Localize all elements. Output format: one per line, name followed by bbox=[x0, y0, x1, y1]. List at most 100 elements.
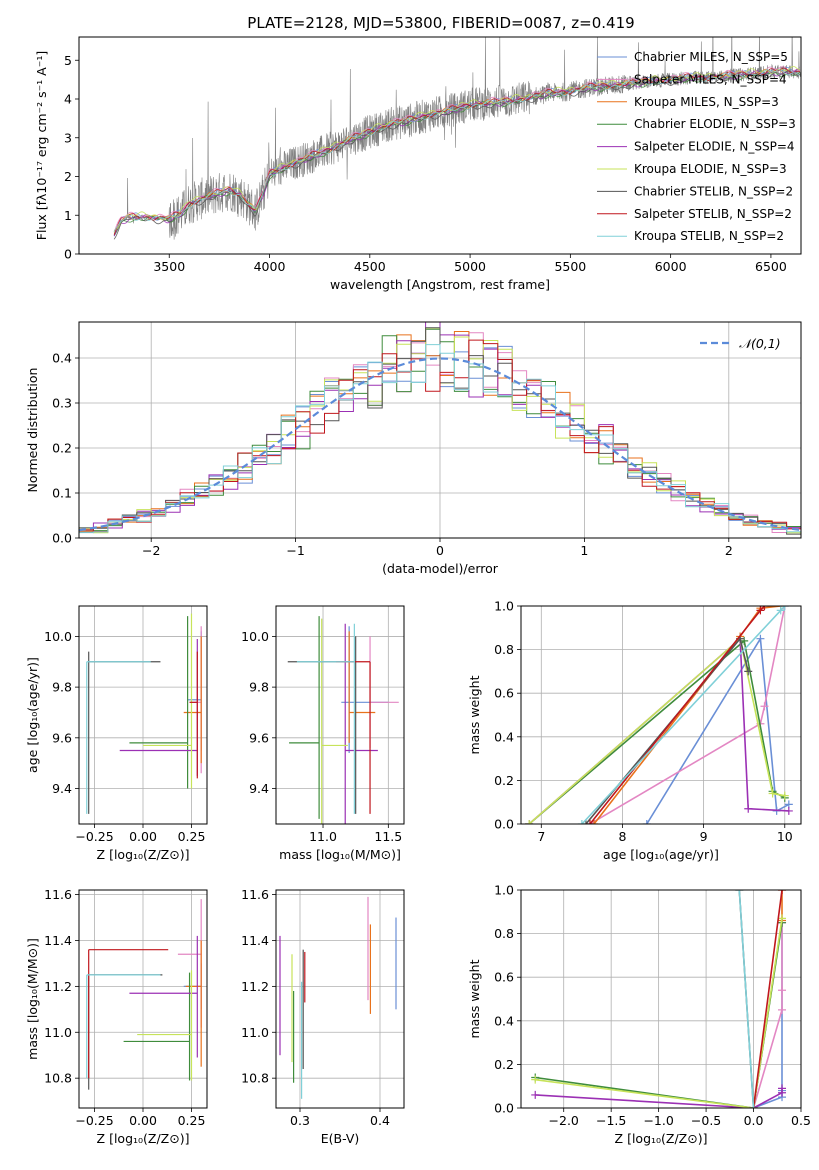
x-axis-label: mass [log₁₀(M/M⊙)] bbox=[279, 847, 401, 862]
weight-line-kroupa-stelib bbox=[738, 890, 755, 1108]
axes-frame bbox=[520, 889, 802, 1109]
legend-label: Salpeter ELODIE, N_SSP=4 bbox=[634, 140, 795, 154]
weight-line-kroupa-elodie bbox=[535, 918, 783, 1108]
weight-marker-chabrier-stelib bbox=[744, 667, 753, 676]
y-tick-label: 10.0 bbox=[44, 629, 72, 644]
x-tick-label: 0.00 bbox=[129, 829, 157, 844]
weight-line-kroupa-elodie bbox=[528, 637, 785, 824]
y-tick-label: 1.0 bbox=[494, 883, 514, 898]
y-tick-label: 4 bbox=[64, 92, 72, 107]
y-tick-label: 11.0 bbox=[241, 1025, 269, 1040]
y-tick-label: 0.1 bbox=[52, 486, 72, 501]
weight-marker-salpeter-miles bbox=[778, 1005, 787, 1014]
x-axis-label: age [log₁₀(age/yr)] bbox=[603, 847, 719, 862]
panel-mass_weight_vs_age: 7 8 9 10 0.0 0.2 0.4 0.6 0.8 1.0 age [log₁₀(age/yr… bbox=[467, 599, 802, 862]
y-tick-label: 2 bbox=[64, 169, 72, 184]
y-tick-label: 0.0 bbox=[494, 1101, 514, 1116]
model-line-salpeter-elodie bbox=[113, 68, 801, 237]
weight-marker-salpeter-miles bbox=[760, 702, 769, 711]
x-tick-label: 0.25 bbox=[178, 1113, 206, 1128]
weight-marker-chabrier-elodie bbox=[740, 636, 749, 645]
y-tick-label: 9.8 bbox=[52, 680, 72, 695]
x-tick-label: 6500 bbox=[755, 259, 787, 274]
legend-label: Salpeter MILES, N_SSP=4 bbox=[634, 72, 787, 86]
axes-frame bbox=[520, 605, 802, 825]
weight-line-chabrier-miles bbox=[646, 636, 790, 824]
x-tick-label: −2 bbox=[142, 543, 160, 558]
panel-residuals: −2 −1 0 1 2 0.0 0.1 0.2 0.3 0.4 (data-model)/error… bbox=[25, 321, 802, 576]
panel-spectrum: 3500 4000 4500 5000 5500 6000 6500 0 1 2 3 4 5 wavele… bbox=[34, 36, 802, 292]
y-tick-label: 11.6 bbox=[241, 887, 269, 902]
y-tick-label: 0.4 bbox=[494, 729, 514, 744]
x-axis-label: Z [log₁₀(Z/Z⊙)] bbox=[615, 1131, 708, 1146]
y-tick-label: 5 bbox=[64, 53, 72, 68]
y-axis-label: Normed distribution bbox=[25, 368, 40, 493]
x-tick-label: 7 bbox=[537, 829, 545, 844]
x-tick-label: 0.0 bbox=[744, 1113, 764, 1128]
plot-area bbox=[521, 890, 801, 1108]
y-tick-label: 9.4 bbox=[52, 781, 72, 796]
weight-marker-salpeter-stelib bbox=[760, 606, 769, 610]
y-tick-label: 11.4 bbox=[241, 933, 269, 948]
axes-frame bbox=[275, 605, 405, 825]
figure-title: PLATE=2128, MJD=53800, FIBERID=0087, z=0… bbox=[247, 14, 634, 32]
legend-label: Chabrier ELODIE, N_SSP=3 bbox=[634, 117, 796, 131]
y-tick-label: 11.2 bbox=[241, 979, 269, 994]
histogram-kroupa-stelib bbox=[79, 344, 801, 534]
x-tick-label: 0.4 bbox=[370, 1113, 390, 1128]
normal-distribution-curve bbox=[79, 357, 801, 532]
plot-area bbox=[521, 606, 801, 824]
histogram-chabrier-stelib bbox=[79, 327, 801, 535]
weight-marker-chabrier-stelib bbox=[581, 820, 590, 824]
weight-marker-kroupa-elodie bbox=[531, 1075, 540, 1084]
weight-marker-salpeter-elodie bbox=[784, 806, 793, 815]
weight-line-salpeter-miles bbox=[589, 606, 786, 824]
y-tick-label: 0.2 bbox=[52, 441, 72, 456]
weight-marker-kroupa-elodie bbox=[525, 820, 534, 824]
x-tick-label: 0.5 bbox=[791, 1113, 811, 1128]
legend-label: Chabrier MILES, N_SSP=5 bbox=[634, 50, 788, 64]
weight-marker-kroupa-stelib bbox=[577, 820, 586, 824]
plot-area bbox=[79, 606, 207, 824]
weight-marker-salpeter-stelib bbox=[778, 890, 787, 894]
y-tick-label: 9.6 bbox=[249, 730, 269, 745]
y-tick-label: 0.6 bbox=[494, 686, 514, 701]
y-tick-label: 1 bbox=[64, 208, 72, 223]
x-tick-label: 3500 bbox=[153, 259, 185, 274]
y-tick-label: 9.6 bbox=[52, 730, 72, 745]
x-tick-label: 5000 bbox=[454, 259, 486, 274]
plot-area bbox=[113, 37, 801, 240]
weight-marker-kroupa-elodie bbox=[768, 789, 777, 798]
y-axis-label: mass weight bbox=[467, 959, 482, 1038]
x-tick-label: 6000 bbox=[655, 259, 687, 274]
weight-marker-chabrier-miles bbox=[642, 820, 651, 824]
weight-line-salpeter-miles bbox=[752, 922, 783, 1108]
weight-marker-salpeter-elodie bbox=[778, 1084, 787, 1093]
y-tick-label: 1.0 bbox=[494, 599, 514, 614]
y-tick-label: 10.8 bbox=[44, 1071, 72, 1086]
legend-label: Kroupa STELIB, N_SSP=2 bbox=[634, 229, 784, 243]
x-tick-label: −0.25 bbox=[75, 829, 113, 844]
axes-frame bbox=[78, 605, 208, 825]
x-tick-label: 0.3 bbox=[290, 1113, 310, 1128]
axes-frame bbox=[78, 889, 208, 1109]
x-axis-label: wavelength [Angstrom, rest frame] bbox=[330, 277, 550, 292]
legend: 𝒩(0,1) bbox=[700, 336, 781, 351]
axes-frame bbox=[275, 889, 405, 1109]
x-tick-label: −2.0 bbox=[549, 1113, 579, 1128]
legend-label: Kroupa MILES, N_SSP=3 bbox=[634, 95, 779, 109]
y-tick-label: 0 bbox=[64, 247, 72, 262]
x-tick-label: 8 bbox=[618, 829, 626, 844]
panel-age_vs_mass: 11.0 11.5 9.4 9.6 9.8 10.0 mass [log₁₀(M/M⊙)] bbox=[241, 605, 405, 862]
histogram-salpeter-stelib bbox=[79, 339, 801, 533]
y-tick-label: 0.4 bbox=[52, 351, 72, 366]
x-tick-label: 5500 bbox=[554, 259, 586, 274]
plot-area bbox=[79, 890, 207, 1108]
x-axis-label: Z [log₁₀(Z/Z⊙)] bbox=[97, 847, 190, 862]
y-axis-label: age [log₁₀(age/yr)] bbox=[25, 657, 40, 773]
model-line-kroupa-stelib bbox=[113, 69, 801, 233]
y-tick-label: 0.0 bbox=[52, 531, 72, 546]
x-tick-label: 4500 bbox=[354, 259, 386, 274]
weight-marker-kroupa-stelib bbox=[735, 890, 744, 894]
x-tick-label: 4000 bbox=[254, 259, 286, 274]
